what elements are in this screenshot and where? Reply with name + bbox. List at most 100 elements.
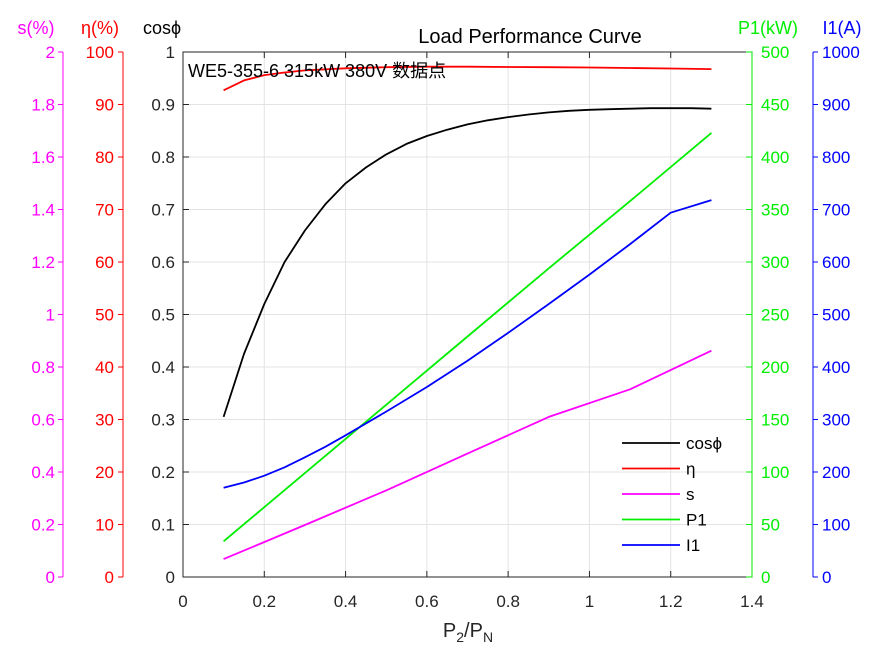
y-tick-label-s: 1.4 bbox=[31, 201, 55, 220]
y-axes: 00.20.40.60.811.21.41.61.82s(%)010203040… bbox=[18, 18, 862, 587]
y-tick-label-i1: 200 bbox=[822, 463, 850, 482]
series-layer bbox=[222, 65, 712, 560]
y-tick-label-p1: 450 bbox=[761, 96, 789, 115]
y-axis-i1: 0 100 200 300 400 500 600 700 800 900 1000 I1(A) bbox=[812, 18, 862, 587]
x-axis-title-sub2: N bbox=[483, 629, 493, 645]
legend-item-cos: cosϕ bbox=[622, 434, 722, 453]
x-tick-label: 0.2 bbox=[252, 592, 276, 611]
y-tick-label-p1: 150 bbox=[761, 411, 789, 430]
y-tick-label-s: 1.8 bbox=[31, 96, 55, 115]
x-tick-label: 1.2 bbox=[659, 592, 683, 611]
x-axis: 0 0.2 0.4 0.6 0.8 1 1.2 1.4 bbox=[178, 52, 764, 611]
series-line-s bbox=[223, 349, 712, 560]
legend-label-s: s bbox=[686, 485, 695, 504]
legend-label-p1: P1 bbox=[686, 511, 707, 530]
legend: cosϕ ηs P1 I1 bbox=[622, 434, 722, 555]
y-tick-label-cos: 0.2 bbox=[151, 463, 175, 482]
y-tick-label-cos: 1 bbox=[166, 43, 175, 62]
legend-item-p1: P1 bbox=[622, 511, 707, 530]
y-axis-title-s: s(%) bbox=[18, 18, 55, 38]
y-tick-label-i1: 700 bbox=[822, 201, 850, 220]
x-tick-label: 0.4 bbox=[334, 592, 358, 611]
legend-label-eta: η bbox=[686, 460, 695, 479]
x-tick-label: 0.8 bbox=[496, 592, 520, 611]
series-line-p1 bbox=[223, 132, 712, 542]
y-tick-label-eta: 70 bbox=[95, 201, 114, 220]
legend-item-eta: η bbox=[622, 460, 695, 479]
x-tick-label: 1.4 bbox=[740, 592, 764, 611]
y-tick-label-cos: 0.3 bbox=[151, 411, 175, 430]
y-tick-label-eta: 90 bbox=[95, 96, 114, 115]
y-tick-label-s: 1.6 bbox=[31, 148, 55, 167]
y-tick-label-eta: 60 bbox=[95, 253, 114, 272]
y-tick-label-s: 0.6 bbox=[31, 411, 55, 430]
y-tick-label-s: 0.8 bbox=[31, 358, 55, 377]
y-tick-label-p1: 400 bbox=[761, 148, 789, 167]
x-tick-label: 0 bbox=[178, 592, 187, 611]
y-tick-label-i1: 100 bbox=[822, 516, 850, 535]
y-tick-label-eta: 50 bbox=[95, 306, 114, 325]
y-tick-label-i1: 300 bbox=[822, 411, 850, 430]
series-line-i1 bbox=[223, 199, 712, 489]
y-axis-eta: 0 10 20 30 40 50 60 70 80 90 100 η(%) bbox=[81, 18, 124, 587]
x-axis-title: P2/PN bbox=[443, 620, 493, 645]
y-tick-label-p1: 50 bbox=[761, 516, 780, 535]
series-line-eta bbox=[223, 65, 712, 92]
y-axis-title-eta: η(%) bbox=[81, 18, 119, 38]
y-tick-label-p1: 500 bbox=[761, 43, 789, 62]
y-tick-label-i1: 400 bbox=[822, 358, 850, 377]
y-tick-label-cos: 0.9 bbox=[151, 96, 175, 115]
y-tick-label-p1: 300 bbox=[761, 253, 789, 272]
y-tick-label-s: 1 bbox=[46, 306, 55, 325]
y-tick-label-s: 0 bbox=[46, 568, 55, 587]
y-tick-label-eta: 80 bbox=[95, 148, 114, 167]
y-tick-label-s: 0.4 bbox=[31, 463, 55, 482]
chart-annotation: WE5-355-6 315kW 380V 数据点 bbox=[188, 61, 446, 81]
y-tick-label-s: 0.2 bbox=[31, 516, 55, 535]
grid-layer bbox=[182, 51, 753, 578]
y-tick-label-cos: 0.7 bbox=[151, 201, 175, 220]
x-axis-title-slash: /P bbox=[464, 620, 483, 642]
x-axis-title-sub1: 2 bbox=[456, 629, 464, 645]
legend-item-s: s bbox=[622, 485, 695, 504]
legend-label-cos: cosϕ bbox=[686, 434, 722, 453]
y-tick-label-p1: 250 bbox=[761, 306, 789, 325]
y-tick-label-eta: 20 bbox=[95, 463, 114, 482]
x-tick-label: 0.6 bbox=[415, 592, 439, 611]
y-tick-label-i1: 600 bbox=[822, 253, 850, 272]
y-axis-title-cos: cosϕ bbox=[143, 18, 181, 38]
legend-item-i1: I1 bbox=[622, 536, 700, 555]
y-tick-label-s: 2 bbox=[46, 43, 55, 62]
y-axis-s: 0 0.2 0.4 0.6 0.8 1 1.2 1.4 1.6 1.8 2 s(%) bbox=[18, 18, 64, 587]
y-tick-label-p1: 0 bbox=[761, 568, 770, 587]
y-tick-label-p1: 200 bbox=[761, 358, 789, 377]
y-tick-label-p1: 100 bbox=[761, 463, 789, 482]
y-tick-label-i1: 0 bbox=[822, 568, 831, 587]
y-axis-p1: 0 50 100 150 200 250 300 350 400 450 500 P1(kW) bbox=[738, 18, 798, 587]
y-tick-label-eta: 0 bbox=[105, 568, 114, 587]
y-tick-label-cos: 0.1 bbox=[151, 516, 175, 535]
y-tick-label-i1: 500 bbox=[822, 306, 850, 325]
y-tick-label-p1: 350 bbox=[761, 201, 789, 220]
y-tick-label-cos: 0.4 bbox=[151, 358, 175, 377]
y-axis-cos: 0 0.1 0.2 0.3 0.4 0.5 0.6 0.7 0.8 0.9 1 cosϕ bbox=[143, 18, 189, 587]
y-axis-title-i1: I1(A) bbox=[822, 18, 861, 38]
y-tick-label-cos: 0.8 bbox=[151, 148, 175, 167]
legend-label-i1: I1 bbox=[686, 536, 700, 555]
x-axis-title-main: P bbox=[443, 620, 456, 642]
y-tick-label-cos: 0.6 bbox=[151, 253, 175, 272]
y-tick-label-cos: 0.5 bbox=[151, 306, 175, 325]
y-axis-title-p1: P1(kW) bbox=[738, 18, 798, 38]
y-tick-label-i1: 800 bbox=[822, 148, 850, 167]
y-tick-label-i1: 1000 bbox=[822, 43, 860, 62]
chart-title: Load Performance Curve bbox=[418, 26, 641, 48]
y-tick-label-cos: 0 bbox=[166, 568, 175, 587]
y-tick-label-eta: 10 bbox=[95, 516, 114, 535]
y-tick-label-eta: 100 bbox=[86, 43, 114, 62]
y-tick-label-s: 1.2 bbox=[31, 253, 55, 272]
series-line-cos bbox=[222, 107, 712, 418]
y-tick-label-eta: 40 bbox=[95, 358, 114, 377]
